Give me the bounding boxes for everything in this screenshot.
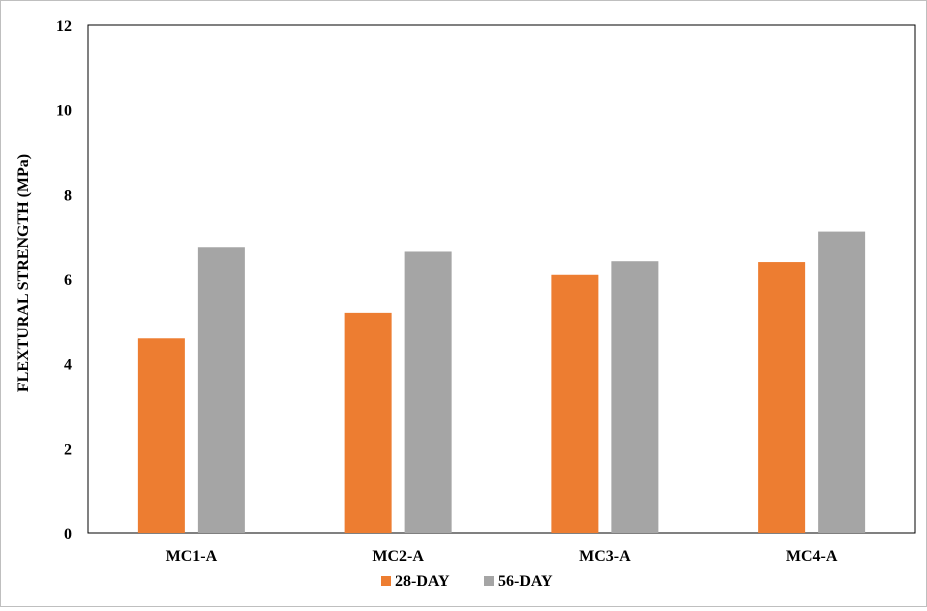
y-tick-label: 10 <box>56 103 72 120</box>
plot-area <box>87 24 916 534</box>
y-axis-label: FLEXTURAL STRENGTH (MPa) <box>15 154 32 392</box>
legend-swatch <box>381 576 391 586</box>
x-tick-label: MC1-A <box>166 548 218 565</box>
y-tick-label: 6 <box>64 272 72 289</box>
y-tick-label: 12 <box>56 18 72 35</box>
y-axis-ticks: 0 2 4 6 8 10 12 <box>56 18 72 543</box>
x-axis-ticks: MC1-A MC2-A MC3-A MC4-A <box>166 548 838 565</box>
y-tick-label: 2 <box>64 441 72 458</box>
legend-label: 28-DAY <box>395 573 450 590</box>
legend-swatch <box>484 576 494 586</box>
x-tick-label: MC4-A <box>786 548 838 565</box>
bar-28-day-mc2-a <box>344 312 392 533</box>
legend: 28-DAY 56-DAY <box>381 573 553 590</box>
bar-56-day-mc4-a <box>818 231 866 533</box>
plot-border <box>87 24 916 534</box>
y-tick-label: 0 <box>64 526 72 543</box>
bar-56-day-mc2-a <box>404 251 452 533</box>
bar-28-day-mc4-a <box>758 262 806 533</box>
legend-label: 56-DAY <box>498 573 553 590</box>
x-tick-label: MC3-A <box>579 548 631 565</box>
bar-56-day-mc1-a <box>197 247 245 533</box>
bar-28-day-mc3-a <box>551 274 599 533</box>
bar-56-day-mc3-a <box>611 261 659 533</box>
bar-28-day-mc1-a <box>137 338 185 533</box>
bars <box>137 231 866 533</box>
y-tick-label: 8 <box>64 187 72 204</box>
y-tick-label: 4 <box>64 357 72 374</box>
x-tick-label: MC2-A <box>372 548 424 565</box>
